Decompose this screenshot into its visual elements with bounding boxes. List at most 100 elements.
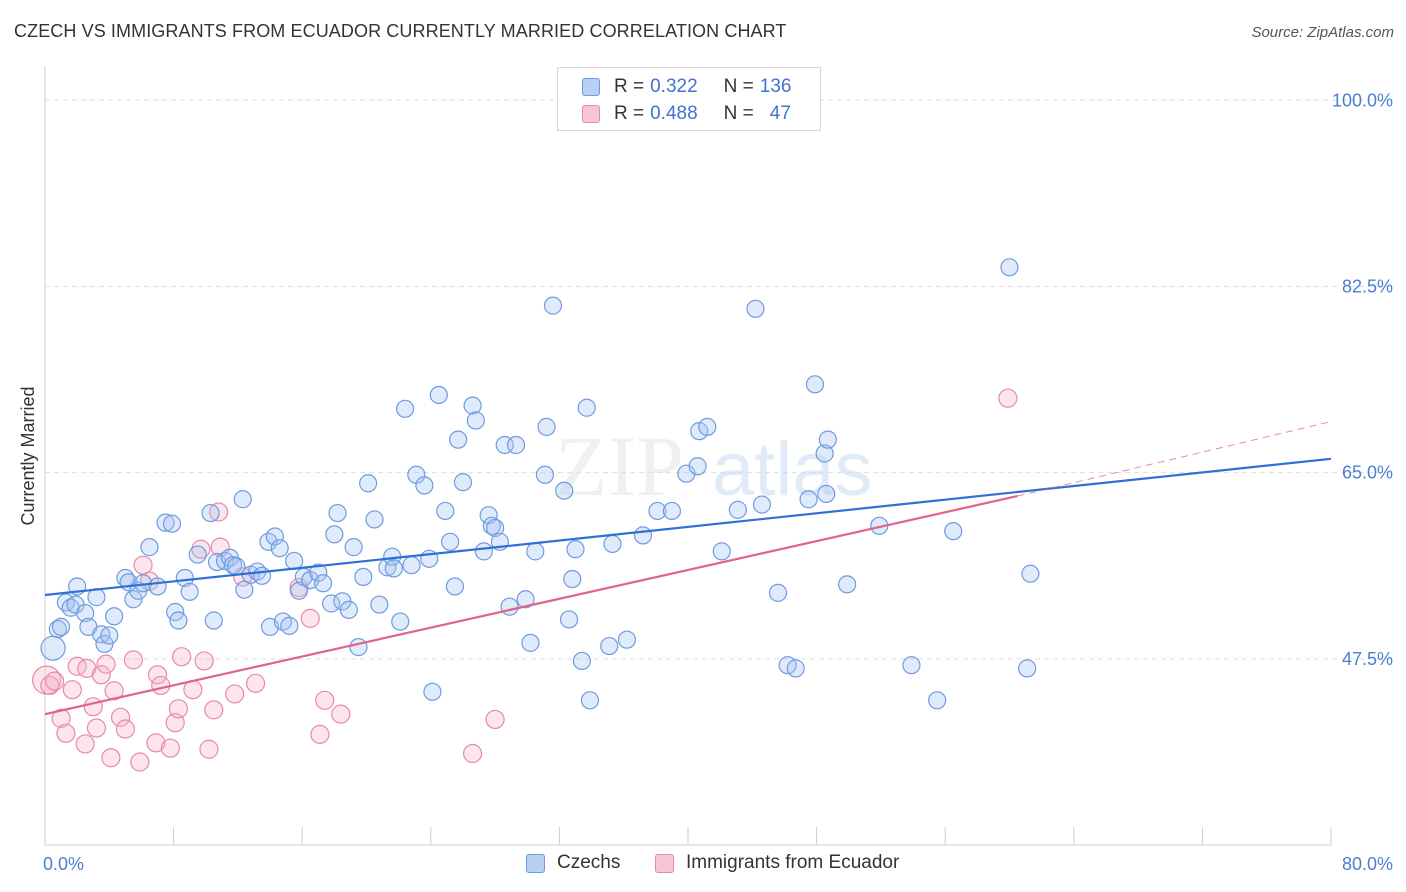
ecuador-point [245,673,266,693]
czech-point [521,633,540,652]
czech-point [204,611,223,630]
czech-point [712,542,731,561]
czech-point [463,396,482,415]
ecuador-trend-line [44,494,1018,716]
ecuador-point [204,700,224,720]
czech-point [252,566,272,585]
series-czechs-points [40,258,1040,710]
czech-point [617,630,637,649]
ecuador-point [62,680,82,700]
ecuador-point [45,671,65,691]
czech-point [600,636,619,656]
ecuador-point [191,539,211,559]
ecuador-point [86,718,107,738]
czech-point [559,610,579,629]
czech-point [322,594,341,613]
czech-point [395,399,415,418]
ecuador-point [300,608,320,628]
ecuador-point [199,739,219,759]
czech-point [169,611,188,630]
legend-label-ecuador: Immigrants from Ecuador [686,852,900,873]
stats-legend: R = 0.322 N = 136 R = 0.488 N = 47 [557,67,821,131]
czech-point [188,545,207,564]
czech-point [728,500,747,519]
czech-point [902,656,921,675]
legend-r-value-ecuador: 0.488 [650,103,698,124]
czech-point [537,417,556,436]
ecuador-point [172,647,192,667]
legend-n-value-ecuador: 47 [769,103,791,124]
ecuador-point [462,743,483,764]
czech-point [265,527,284,546]
ecuador-point [168,699,189,719]
czech-point [752,495,772,514]
czech-point [270,539,289,558]
czech-point [51,617,71,637]
legend-r-label: R = [614,76,645,97]
czech-point [555,481,574,500]
czech-point [572,651,592,671]
czech-point [148,577,167,596]
watermark: ZIP atlas [555,418,873,514]
czech-point [436,501,455,521]
czech-point [603,534,622,554]
source-label: Source: ZipAtlas.com [1251,24,1394,41]
czech-point [359,474,378,493]
czech-point [818,430,837,449]
gridlines [45,99,1395,660]
ecuador-point [67,656,87,676]
series-legend: Czechs Immigrants from Ecuador [0,852,1406,878]
czech-point [429,385,448,405]
czech-point [415,476,434,495]
trend-lines [44,421,1332,716]
czech-point [313,574,333,593]
y-tick-label: 82.5% [1342,276,1393,296]
czech-point [423,682,442,701]
czech-point [453,473,473,492]
ecuador-point [130,752,150,772]
czech-point [1018,659,1037,678]
ecuador-point [91,665,111,685]
czech-point [580,691,600,710]
czech-point [516,590,535,609]
czech-point [391,612,410,631]
legend-item-czechs: Czechs [526,852,620,874]
czech-point [95,634,114,654]
y-axis-title: Currently Married [18,386,38,525]
czech-point [175,568,194,588]
ecuador-point [151,675,171,696]
czech-point [440,532,460,551]
czech-point [805,375,825,394]
legend-label-czechs: Czechs [557,852,621,873]
axes [44,66,1332,846]
ecuador-point [115,719,135,739]
czech-point [201,503,220,523]
legend-row-ecuador: R = 0.488 N = 47 [582,101,791,127]
czech-point [325,525,344,544]
czech-point [76,603,95,623]
czech-point [815,444,834,463]
czech-point [1021,564,1040,583]
czech-point [768,583,788,602]
czech-point [309,563,328,582]
czech-point [500,597,519,616]
czech-point [633,526,653,545]
czech-point [402,556,421,575]
czech-point [370,595,389,614]
czech-point [124,590,143,609]
czech-point [289,581,309,600]
czech-point [180,582,199,601]
czech-point [339,600,358,619]
ecuador-point [225,684,245,704]
tick-labels: 47.5% 65.0% 82.5% 100.0% 0.0% 80.0% [43,90,1393,874]
czech-point [233,490,252,509]
czech-point [365,510,384,529]
x-tick-label: 80.0% [1342,854,1393,874]
czech-point [688,457,707,476]
ecuador-point [96,654,116,674]
watermark-atlas: atlas [712,427,873,512]
czech-point [838,575,857,594]
ecuador-point [160,738,180,758]
czech-point [344,538,363,557]
czech-point [648,501,667,521]
